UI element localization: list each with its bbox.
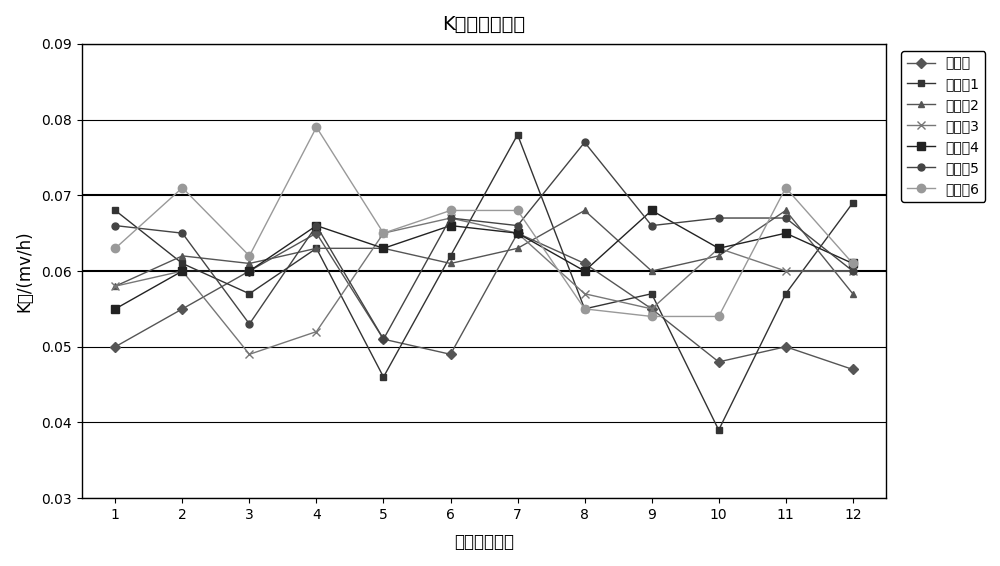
Legend: 对比例, 实施例1, 实施例2, 实施例3, 实施例4, 实施例5, 实施例6: 对比例, 实施例1, 实施例2, 实施例3, 实施例4, 实施例5, 实施例6: [901, 51, 985, 201]
实施例1: [579, 306, 591, 312]
实施例5: [512, 222, 524, 229]
实施例3: [646, 306, 658, 312]
实施例5: [646, 222, 658, 229]
Line: 实施例2: 实施例2: [112, 207, 856, 297]
实施例2: [109, 283, 121, 290]
实施例2: [243, 260, 255, 267]
实施例5: [310, 222, 322, 229]
对比例: [847, 366, 859, 373]
实施例2: [310, 245, 322, 252]
对比例: [310, 230, 322, 237]
对比例: [713, 358, 725, 365]
实施例4: [243, 268, 255, 275]
对比例: [780, 344, 792, 350]
实施例3: [847, 268, 859, 275]
实施例6: [243, 252, 255, 259]
实施例1: [780, 290, 792, 297]
实施例1: [310, 245, 322, 252]
实施例4: [713, 245, 725, 252]
实施例6: [310, 124, 322, 131]
实施例2: [847, 290, 859, 297]
实施例6: [780, 185, 792, 191]
实施例5: [713, 215, 725, 221]
实施例4: [109, 306, 121, 312]
实施例4: [579, 268, 591, 275]
实施例2: [512, 245, 524, 252]
Line: 实施例4: 实施例4: [111, 206, 857, 313]
实施例2: [176, 252, 188, 259]
实施例1: [109, 207, 121, 214]
实施例5: [109, 222, 121, 229]
实施例4: [847, 260, 859, 267]
对比例: [512, 230, 524, 237]
实施例3: [579, 290, 591, 297]
对比例: [109, 344, 121, 350]
实施例1: [176, 260, 188, 267]
实施例5: [176, 230, 188, 237]
实施例5: [780, 215, 792, 221]
实施例6: [445, 207, 457, 214]
实施例4: [377, 245, 389, 252]
实施例6: [109, 245, 121, 252]
实施例6: [377, 230, 389, 237]
实施例2: [377, 245, 389, 252]
Line: 对比例: 对比例: [112, 230, 856, 373]
实施例3: [445, 215, 457, 221]
实施例3: [176, 268, 188, 275]
对比例: [176, 306, 188, 312]
实施例6: [176, 185, 188, 191]
实施例3: [310, 328, 322, 335]
Line: 实施例3: 实施例3: [111, 214, 857, 358]
实施例1: [445, 252, 457, 259]
实施例2: [780, 207, 792, 214]
实施例4: [310, 222, 322, 229]
Y-axis label: K值/(mv/h): K值/(mv/h): [15, 230, 33, 312]
对比例: [243, 268, 255, 275]
实施例3: [109, 283, 121, 290]
实施例2: [445, 260, 457, 267]
实施例4: [780, 230, 792, 237]
Line: 实施例5: 实施例5: [112, 139, 856, 342]
实施例5: [847, 268, 859, 275]
实施例1: [713, 427, 725, 434]
对比例: [377, 336, 389, 342]
X-axis label: 随机抽样样本: 随机抽样样本: [454, 533, 514, 551]
Line: 实施例1: 实施例1: [112, 131, 856, 434]
实施例4: [646, 207, 658, 214]
实施例5: [445, 215, 457, 221]
实施例5: [243, 320, 255, 327]
Title: K值分布示意图: K值分布示意图: [442, 15, 526, 34]
实施例3: [713, 245, 725, 252]
实施例6: [847, 260, 859, 267]
实施例4: [445, 222, 457, 229]
实施例4: [512, 230, 524, 237]
对比例: [445, 351, 457, 358]
实施例1: [512, 131, 524, 138]
实施例6: [512, 207, 524, 214]
实施例2: [646, 268, 658, 275]
实施例3: [243, 351, 255, 358]
实施例5: [579, 139, 591, 145]
对比例: [646, 306, 658, 312]
实施例6: [579, 306, 591, 312]
实施例1: [243, 290, 255, 297]
实施例1: [646, 290, 658, 297]
实施例2: [579, 207, 591, 214]
实施例3: [377, 230, 389, 237]
实施例6: [646, 313, 658, 320]
实施例6: [713, 313, 725, 320]
实施例4: [176, 268, 188, 275]
实施例5: [377, 336, 389, 342]
实施例1: [847, 199, 859, 206]
实施例2: [713, 252, 725, 259]
实施例3: [780, 268, 792, 275]
实施例3: [512, 230, 524, 237]
实施例1: [377, 374, 389, 380]
对比例: [579, 260, 591, 267]
Line: 实施例6: 实施例6: [111, 123, 857, 320]
